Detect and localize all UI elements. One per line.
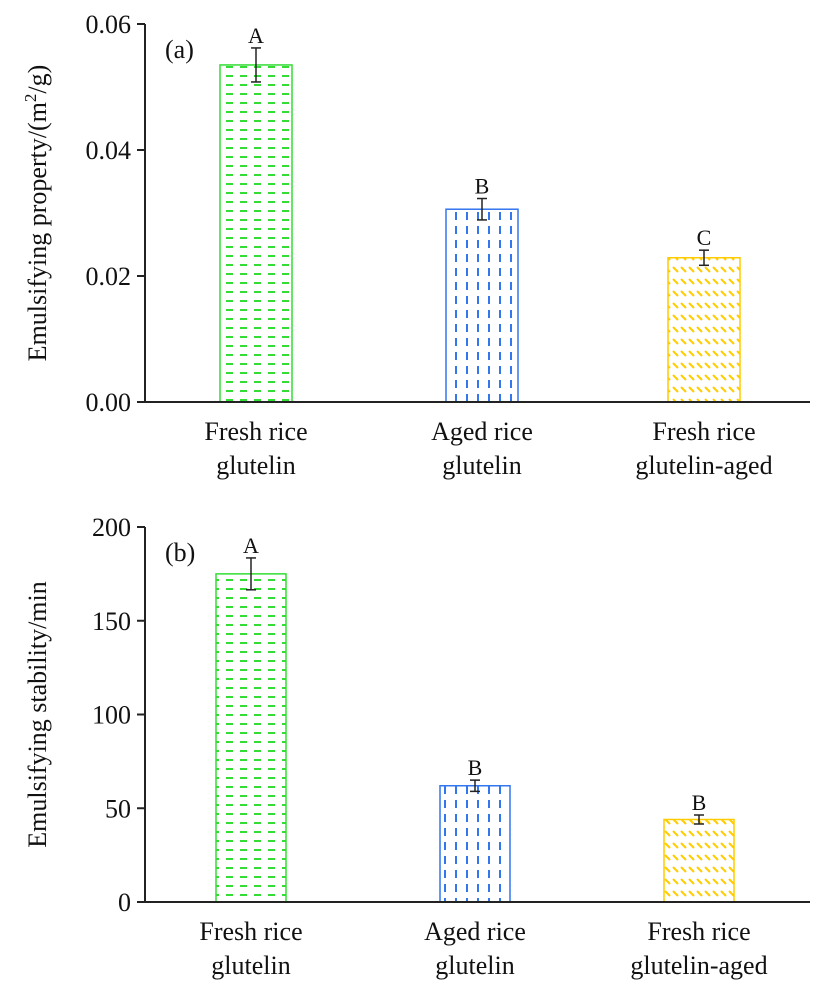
x-tick-label: glutelin <box>435 951 514 980</box>
chart-panel-a: A Fresh rice glutelin B Aged rice glutelin C Fr… <box>21 10 810 480</box>
y-axis-label-text: Emulsifying stability/min <box>23 581 52 848</box>
x-tick-label: glutelin-aged <box>635 451 772 480</box>
significance-letter: A <box>243 533 259 558</box>
significance-letter: A <box>248 23 264 48</box>
x-tick-label: glutelin <box>442 451 521 480</box>
significance-letter: B <box>468 755 483 780</box>
y-axis-label-superscript: 2 <box>21 94 40 103</box>
x-tick-label: Fresh rice <box>647 917 750 946</box>
x-tick-label: Aged rice <box>431 417 533 446</box>
bar <box>663 818 735 903</box>
bar <box>219 64 293 403</box>
bar <box>445 208 519 403</box>
y-tick-label: 0.06 <box>86 10 132 39</box>
y-axis-label-text: Emulsifying property/(m <box>23 102 52 361</box>
x-tick-label: glutelin <box>216 451 295 480</box>
significance-letter: B <box>692 790 707 815</box>
y-tick-label: 200 <box>92 513 131 542</box>
y-axis-label: Emulsifying stability/min <box>23 581 52 848</box>
significance-letter: C <box>697 225 712 250</box>
y-tick-label: 150 <box>92 607 131 636</box>
bar <box>215 573 287 903</box>
y-tick-label: 100 <box>92 701 131 730</box>
y-tick-label: 0.04 <box>86 136 132 165</box>
y-tick-label: 0.00 <box>86 388 132 417</box>
x-tick-label: Aged rice <box>424 917 526 946</box>
chart-panel-b: A Fresh rice glutelin B Aged rice glutelin B Fr… <box>23 513 810 980</box>
y-tick-label: 0 <box>118 888 131 917</box>
significance-letter: B <box>475 174 490 199</box>
y-tick-label: 50 <box>105 794 131 823</box>
panel-label: (b) <box>165 538 195 567</box>
x-tick-label: Fresh rice <box>652 417 755 446</box>
y-axis-label: Emulsifying property/(m2/g) <box>21 65 52 362</box>
y-axis-label-end: /g) <box>23 65 52 94</box>
bar <box>439 785 511 903</box>
x-tick-label: glutelin <box>211 951 290 980</box>
panel-label: (a) <box>165 35 194 64</box>
x-tick-label: Fresh rice <box>204 417 307 446</box>
x-tick-label: Fresh rice <box>199 917 302 946</box>
x-tick-label: glutelin-aged <box>630 951 767 980</box>
y-tick-label: 0.02 <box>86 262 132 291</box>
bar <box>667 256 741 403</box>
